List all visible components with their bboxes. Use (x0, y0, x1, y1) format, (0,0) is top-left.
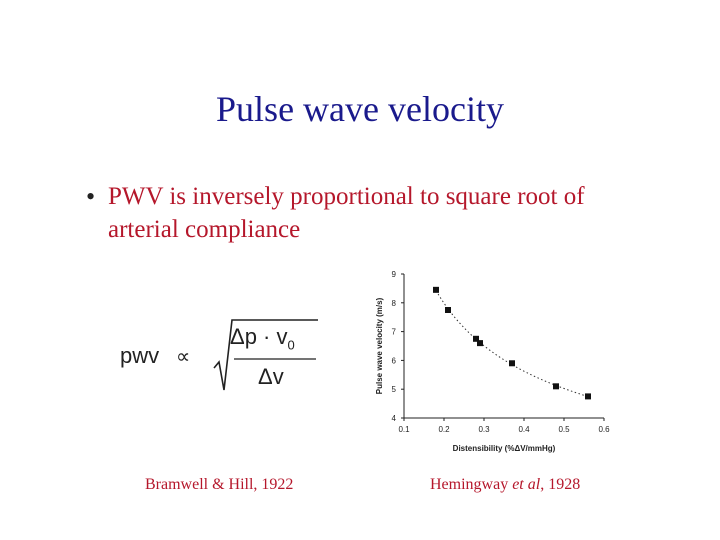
y-tick-label: 7 (392, 328, 397, 337)
y-tick-label: 9 (392, 270, 397, 279)
x-axis-title: Distensibility (%ΔV/mmHg) (453, 444, 556, 453)
pwv-distensibility-chart: 0.1 0.2 0.3 0.4 0.5 0.6 4 5 6 7 8 9 Distensibility … (375, 270, 611, 453)
y-tick-label: 8 (392, 299, 397, 308)
pwv-formula: pwv ∝ Δp · v0 Δv (120, 312, 330, 402)
proportional-symbol: ∝ (176, 344, 191, 368)
trend-line (435, 290, 589, 397)
formula-numerator: Δp · v0 (230, 324, 295, 353)
formula-denominator: Δv (258, 364, 284, 389)
data-point (473, 335, 479, 342)
data-point (433, 286, 439, 293)
formula-lhs: pwv (120, 343, 160, 368)
y-tick-label: 6 (392, 356, 397, 365)
bullet-dot-icon: • (86, 182, 96, 211)
data-point (585, 393, 591, 400)
y-axis-title: Pulse wave velocity (m/s) (375, 297, 384, 394)
chart-points (433, 286, 591, 400)
x-tick-label: 0.5 (558, 425, 570, 434)
chart-ticks: 0.1 0.2 0.3 0.4 0.5 0.6 4 5 6 7 8 9 (392, 270, 611, 434)
data-point (445, 307, 451, 313)
citation-year: , 1928 (540, 476, 581, 493)
y-tick-label: 4 (392, 414, 397, 423)
citation-etal: et al (512, 476, 541, 493)
data-point (509, 360, 515, 367)
x-tick-label: 0.6 (598, 425, 610, 434)
citation-bramwell-hill: Bramwell & Hill, 1922 (145, 476, 294, 493)
citation-author: Hemingway (430, 476, 513, 493)
square-root-sign-icon (213, 319, 318, 391)
x-tick-label: 0.4 (518, 425, 530, 434)
x-tick-label: 0.2 (438, 425, 450, 434)
x-tick-label: 0.3 (478, 425, 490, 434)
bullet-point: • PWV is inversely proportional to squar… (86, 180, 646, 246)
data-point (553, 383, 559, 390)
y-tick-label: 5 (392, 385, 397, 394)
citation-hemingway: Hemingway et al, 1928 (430, 476, 580, 494)
x-tick-label: 0.1 (398, 425, 410, 434)
bullet-text: PWV is inversely proportional to square … (108, 183, 585, 243)
data-point (477, 340, 483, 347)
slide-title: Pulse wave velocity (216, 89, 504, 129)
chart-axes (403, 274, 604, 419)
numerator-subscript: 0 (287, 337, 295, 353)
